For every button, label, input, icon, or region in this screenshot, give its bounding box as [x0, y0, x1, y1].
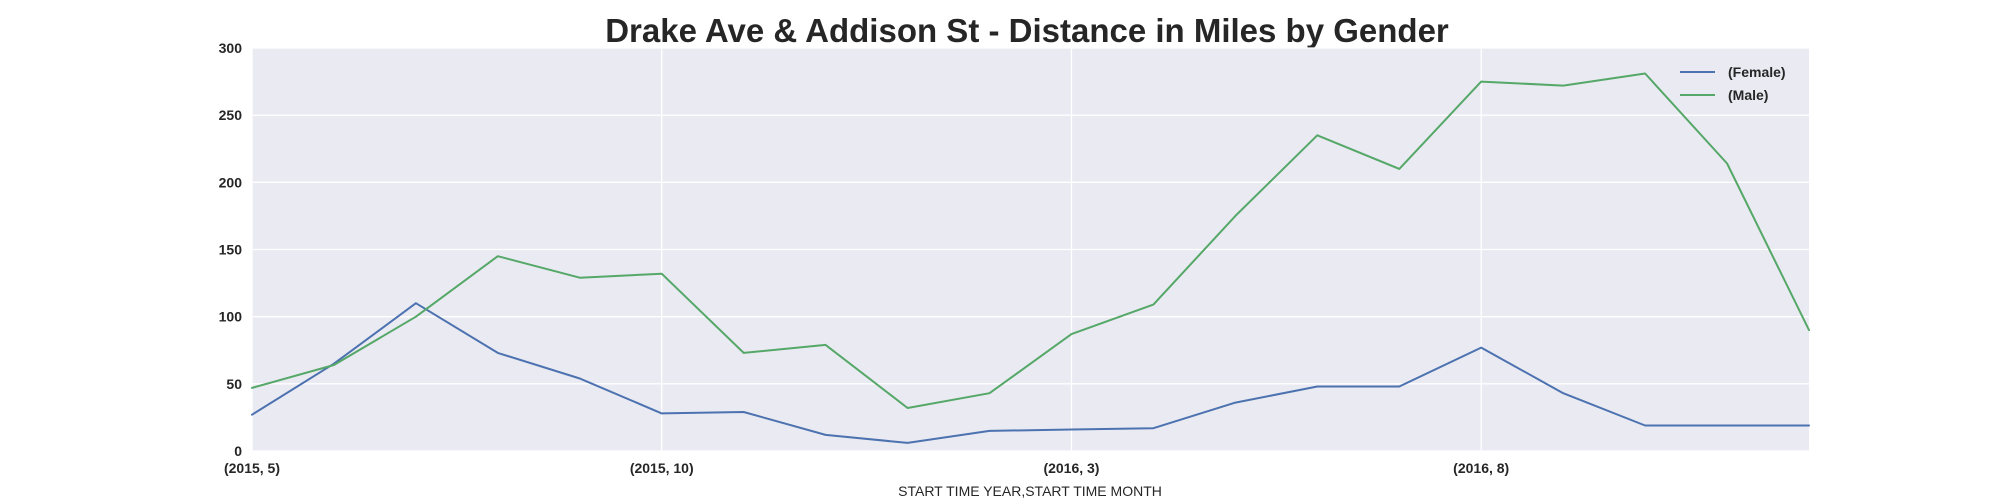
x-tick-label: (2015, 5) [224, 460, 280, 476]
y-tick-label: 300 [219, 40, 243, 56]
legend-label: (Male) [1728, 87, 1768, 103]
series-line-female [251, 302, 1810, 444]
series-lines [251, 72, 1810, 444]
x-tick-label: (2016, 8) [1453, 460, 1509, 476]
y-tick-label: 150 [219, 242, 243, 258]
x-axis-label: START TIME YEAR,START TIME MONTH [898, 483, 1162, 499]
y-tick-label: 200 [219, 174, 243, 190]
series-line-male [251, 72, 1810, 409]
legend-label: (Female) [1728, 64, 1786, 80]
chart-title: Drake Ave & Addison St - Distance in Mil… [605, 12, 1449, 49]
y-tick-label: 50 [226, 376, 242, 392]
y-tick-label: 100 [219, 309, 243, 325]
y-tick-label: 0 [234, 443, 242, 459]
grid-lines [251, 47, 1809, 452]
y-axis-ticks: 0 50 100 150 200 250 300 [219, 40, 243, 459]
x-tick-label: (2015, 10) [630, 460, 694, 476]
x-tick-label: (2016, 3) [1043, 460, 1099, 476]
x-axis-ticks: (2015, 5) (2015, 10) (2016, 3) (2016, 8) [224, 460, 1509, 476]
y-tick-label: 250 [219, 107, 243, 123]
legend: (Female) (Male) [1680, 64, 1786, 103]
